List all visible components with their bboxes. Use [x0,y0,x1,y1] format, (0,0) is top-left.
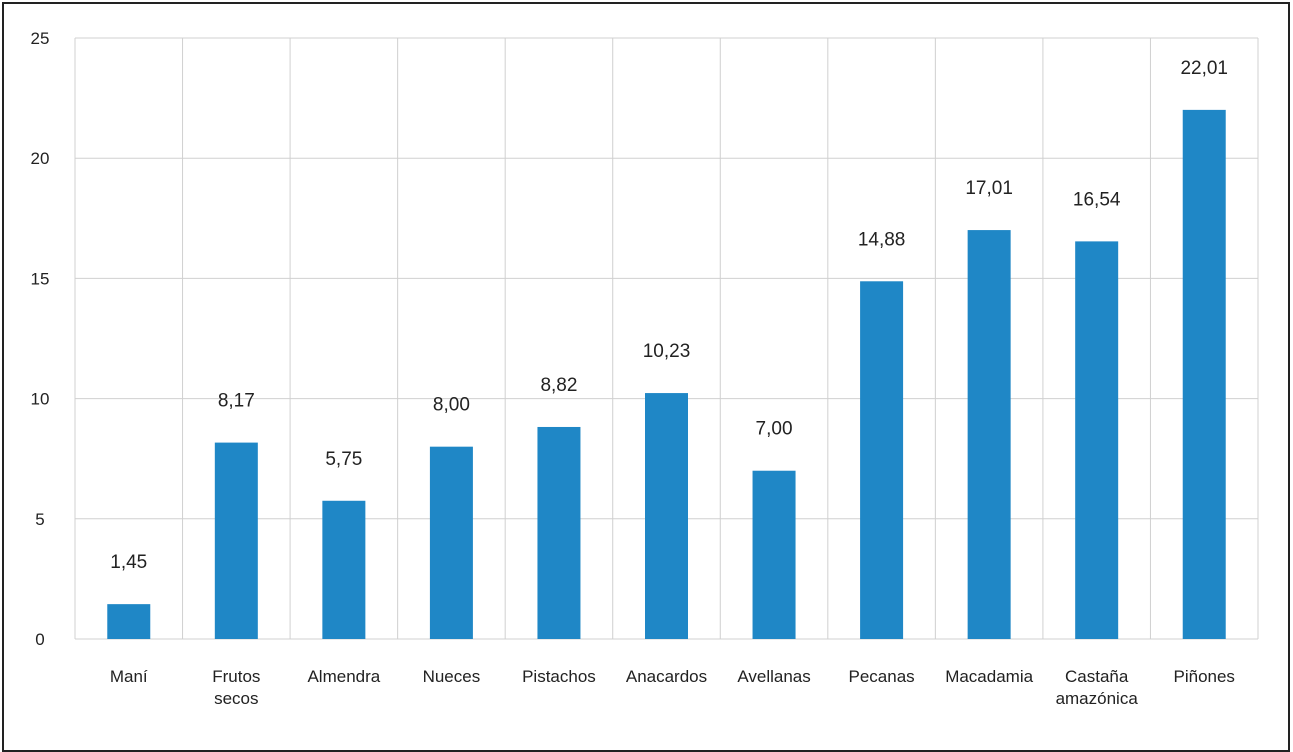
y-tick-label: 20 [31,149,50,168]
data-label: 16,54 [1073,189,1121,210]
bar [1075,241,1119,639]
bar [645,393,688,639]
y-tick-label: 10 [31,390,50,409]
x-tick-label: Pistachos [522,667,596,686]
x-tick-label: secos [214,689,258,708]
x-tick-label: Frutos [212,667,260,686]
y-tick-label: 0 [35,630,44,649]
bar [967,230,1011,640]
data-label: 7,00 [756,419,793,440]
data-label: 8,82 [540,375,577,396]
bar [429,446,473,639]
data-label: 10,23 [643,341,691,362]
y-tick-label: 25 [31,29,50,48]
x-tick-label: Castaña [1065,667,1129,686]
data-label: 8,17 [218,391,255,412]
data-label: 17,01 [965,178,1013,199]
bar [1182,109,1226,640]
y-tick-label: 15 [31,269,50,288]
x-tick-label: Nueces [423,667,481,686]
x-tick-label: Pecanas [849,667,915,686]
bar [107,604,151,639]
x-tick-label: Piñones [1174,667,1235,686]
data-label: 22,01 [1180,58,1228,79]
x-tick-label: Avellanas [737,667,810,686]
x-tick-label: Anacardos [626,667,707,686]
x-tick-label: Maní [110,667,148,686]
bar [322,500,366,639]
data-label: 14,88 [858,229,906,250]
bar [860,281,904,639]
x-tick-label: Almendra [307,667,380,686]
data-label: 8,00 [433,395,470,416]
y-tick-label: 5 [35,510,44,529]
data-label: 5,75 [325,449,362,470]
bar [537,426,581,639]
bar [214,442,258,639]
x-tick-label: Macadamia [945,667,1033,686]
bar [752,470,796,639]
data-label: 1,45 [110,552,147,573]
x-tick-label: amazónica [1056,689,1139,708]
